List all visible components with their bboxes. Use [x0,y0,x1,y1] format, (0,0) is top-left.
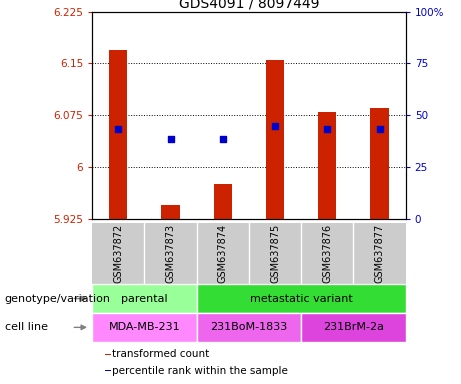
Text: parental: parental [121,293,168,304]
Bar [197,313,301,342]
Point [219,136,226,142]
Bar [301,313,406,342]
Text: cell line: cell line [5,322,47,333]
Text: GSM637875: GSM637875 [270,224,280,283]
Text: percentile rank within the sample: percentile rank within the sample [112,366,288,376]
Text: MDA-MB-231: MDA-MB-231 [109,322,180,333]
Point [115,126,122,132]
Text: GSM637874: GSM637874 [218,224,228,283]
Bar [213,184,232,219]
Bar [266,60,284,219]
Text: 231BoM-1833: 231BoM-1833 [210,322,288,333]
Point [376,126,383,132]
Bar [197,284,406,313]
Bar [92,313,197,342]
Bar [318,112,337,219]
Point [324,126,331,132]
Bar [92,284,197,313]
Text: 231BrM-2a: 231BrM-2a [323,322,384,333]
Bar [161,205,180,219]
Bar [105,370,111,371]
Text: metastatic variant: metastatic variant [250,293,353,304]
Point [272,122,279,129]
Text: GSM637873: GSM637873 [165,224,176,283]
Text: GSM637876: GSM637876 [322,224,332,283]
Bar [371,108,389,219]
Bar [109,50,127,219]
Text: genotype/variation: genotype/variation [5,293,111,304]
Title: GDS4091 / 8097449: GDS4091 / 8097449 [179,0,319,10]
Text: GSM637877: GSM637877 [374,224,384,283]
Text: GSM637872: GSM637872 [113,224,124,283]
Bar [105,354,111,355]
Point [167,136,174,142]
Text: transformed count: transformed count [112,349,210,359]
